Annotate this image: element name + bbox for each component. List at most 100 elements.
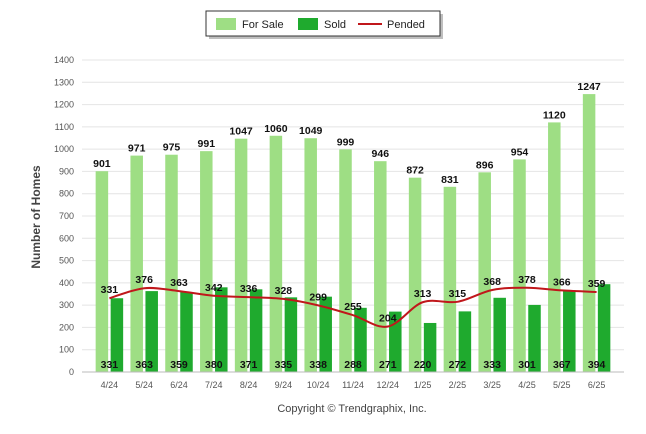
pended-line <box>109 286 597 328</box>
sold-bar <box>284 297 298 372</box>
sold-bar <box>597 284 611 372</box>
y-tick-label: 200 <box>59 322 74 332</box>
x-tick-label: 11/24 <box>342 380 364 390</box>
sold-bar <box>354 307 367 372</box>
pended-label: 328 <box>275 285 293 297</box>
for-sale-bar <box>200 151 213 372</box>
pended-label: 299 <box>309 291 327 303</box>
pended-label: 378 <box>518 274 536 286</box>
pended-label: 313 <box>414 288 432 300</box>
for-sale-label: 991 <box>198 138 216 150</box>
for-sale-label: 1247 <box>577 81 601 93</box>
pended-label: 204 <box>379 313 397 325</box>
x-tick-label: 4/24 <box>101 380 119 390</box>
pended-label: 336 <box>240 283 258 295</box>
legend: For Sale Sold Pended <box>205 10 443 39</box>
for-sale-bar <box>582 94 596 373</box>
y-tick-label: 400 <box>59 278 74 288</box>
pended-label: 368 <box>483 276 501 288</box>
for-sale-label: 872 <box>406 165 424 177</box>
for-sale-bar <box>130 155 143 372</box>
pended-label: 255 <box>344 301 362 313</box>
sold-bar <box>528 304 541 372</box>
for-sale-bar <box>408 177 422 372</box>
y-tick-label: 1100 <box>55 122 74 132</box>
for-sale-label: 831 <box>441 174 459 186</box>
sold-label: 335 <box>275 359 293 371</box>
sold-label: 363 <box>135 359 153 371</box>
for-sale-bar <box>478 172 491 372</box>
sold-bar <box>319 296 332 372</box>
x-tick-label: 6/24 <box>170 380 188 390</box>
sold-label: 301 <box>518 359 536 371</box>
for-sale-label: 1120 <box>543 109 566 121</box>
legend-for-sale-label: For Sale <box>242 19 284 31</box>
copyright: Copyright © Trendgraphix, Inc. <box>277 403 426 415</box>
y-tick-label: 300 <box>59 300 74 310</box>
sold-label: 338 <box>309 359 327 371</box>
sold-bar <box>180 291 193 372</box>
for-sale-label: 975 <box>163 142 181 154</box>
pended-label: 331 <box>101 284 119 296</box>
x-tick-label: 7/24 <box>205 380 223 390</box>
y-tick-label: 500 <box>59 256 74 266</box>
for-sale-label: 1047 <box>229 126 253 138</box>
legend-box <box>205 10 441 37</box>
sold-label: 220 <box>414 359 432 371</box>
sold-bar <box>145 291 158 372</box>
x-tick-label: 1/25 <box>414 380 432 390</box>
y-tick-label: 600 <box>59 233 74 243</box>
for-sale-label: 946 <box>372 148 390 160</box>
sold-label: 288 <box>344 359 362 371</box>
data-labels: 901 331 971 363 975 359 991 380 1047 371 1060 335 10… <box>93 81 605 371</box>
for-sale-bar <box>548 122 561 373</box>
x-tick-label: 8/24 <box>240 380 258 390</box>
for-sale-bar <box>339 149 352 372</box>
legend-sold-label: Sold <box>324 19 346 31</box>
sold-label: 371 <box>240 359 258 371</box>
sold-label: 271 <box>379 359 397 371</box>
pended-label: 342 <box>205 282 223 294</box>
pended-series-line <box>109 286 597 328</box>
y-tick-label: 1200 <box>54 100 74 110</box>
sold-label: 380 <box>205 359 223 371</box>
for-sale-label: 971 <box>128 143 146 155</box>
sold-bar <box>389 311 402 372</box>
pended-label: 359 <box>588 278 606 290</box>
sold-label: 367 <box>553 359 571 371</box>
x-tick-label: 6/25 <box>588 380 606 390</box>
y-tick-label: 1300 <box>54 77 74 87</box>
y-axis: 0 100 200 300 400 500 600 700 800 900 1000 1100 1200… <box>54 55 74 377</box>
sold-label: 333 <box>483 359 501 371</box>
for-sale-bar <box>304 138 317 372</box>
y-axis-label: Number of Homes <box>29 165 43 269</box>
for-sale-label: 999 <box>337 136 355 148</box>
sold-bar <box>458 311 472 372</box>
sold-label: 272 <box>449 359 467 371</box>
legend-for-sale-swatch <box>216 18 236 30</box>
sold-bar <box>215 287 228 372</box>
sold-bar <box>249 289 263 372</box>
for-sale-label: 954 <box>511 146 529 158</box>
gridlines <box>82 59 624 373</box>
for-sale-label: 1049 <box>299 125 323 137</box>
sold-bar <box>563 290 576 372</box>
for-sale-bar <box>165 154 178 372</box>
pended-label: 315 <box>449 288 467 300</box>
for-sale-bar <box>443 186 457 372</box>
y-tick-label: 0 <box>69 367 74 377</box>
sold-label: 359 <box>170 359 188 371</box>
for-sale-bar <box>513 159 526 372</box>
pended-label: 366 <box>553 276 571 288</box>
for-sale-bar <box>269 135 283 372</box>
sold-bar <box>423 322 437 372</box>
y-tick-label: 100 <box>59 345 74 355</box>
for-sale-bar <box>234 138 248 372</box>
x-tick-label: 5/24 <box>135 380 153 390</box>
x-tick-label: 2/25 <box>449 380 467 390</box>
x-tick-label: 5/25 <box>553 380 571 390</box>
bars <box>95 94 611 373</box>
for-sale-label: 896 <box>476 159 494 171</box>
for-sale-label: 1060 <box>264 123 288 135</box>
sold-bar <box>110 298 124 372</box>
